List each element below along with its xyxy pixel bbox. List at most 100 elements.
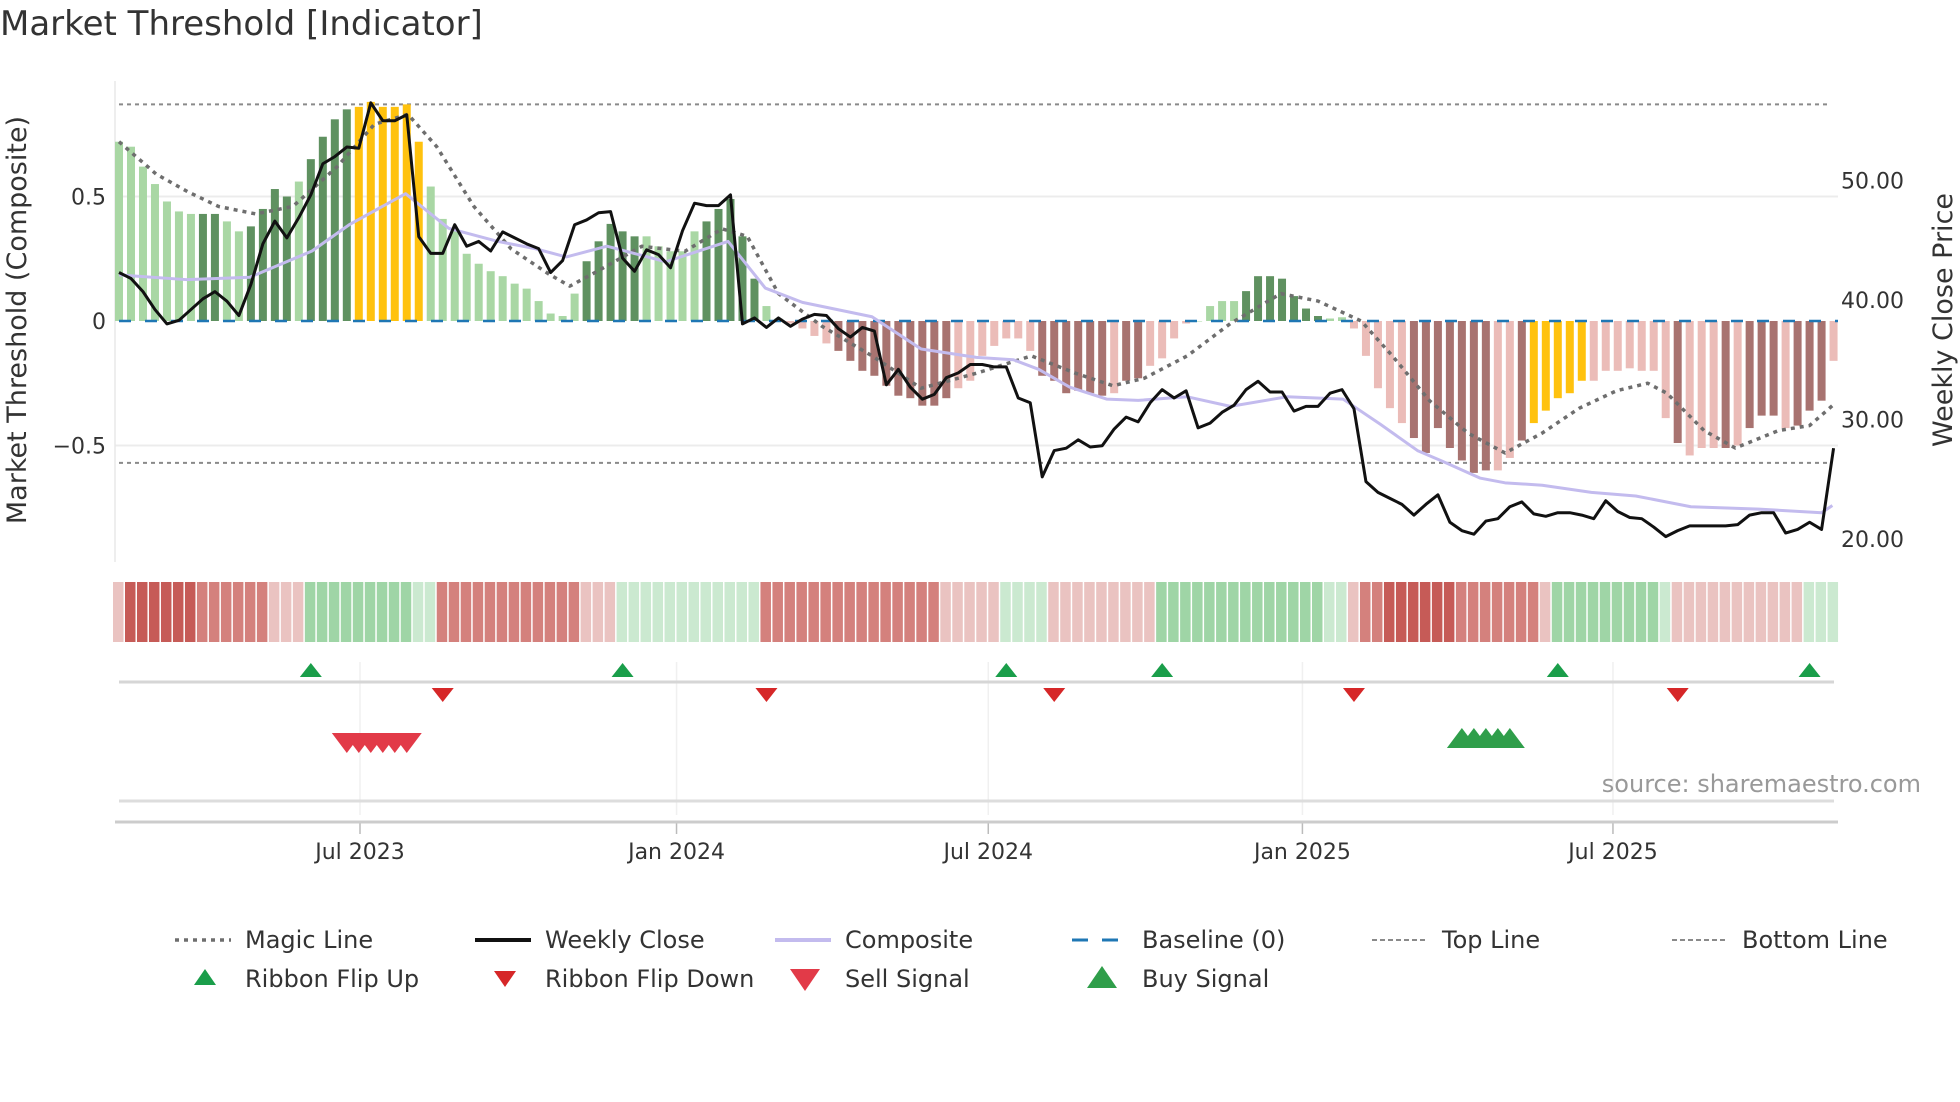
ribbon-cell	[772, 582, 783, 642]
composite-bar	[582, 261, 591, 321]
composite-bar	[1577, 321, 1586, 381]
left-axis-label: Market Threshold (Composite)	[2, 116, 33, 524]
ribbon-cell	[1443, 582, 1455, 642]
ribbon-cell	[1108, 582, 1119, 642]
composite-bar	[546, 313, 555, 321]
legend-label: Ribbon Flip Down	[545, 965, 754, 993]
ribbon-cell	[352, 582, 364, 642]
composite-bar	[642, 236, 651, 321]
ribbon-cell	[808, 582, 819, 642]
ribbon-cell	[1084, 582, 1095, 642]
ribbon-cell	[136, 582, 148, 642]
ribbon-cell	[1431, 582, 1443, 642]
ribbon-cell	[988, 582, 999, 642]
composite-bar	[858, 321, 867, 371]
composite-bar	[1002, 321, 1011, 339]
composite-bar	[258, 208, 267, 321]
ribbon-cell	[148, 582, 160, 642]
ribbon-cell	[172, 582, 184, 642]
ribbon-cell	[400, 582, 412, 642]
composite-bar	[1062, 321, 1071, 394]
composite-bar	[1230, 301, 1239, 321]
composite-bar	[990, 321, 999, 346]
legend-label: Composite	[845, 926, 973, 954]
composite-bar	[486, 271, 495, 321]
ribbon-cell	[220, 582, 232, 642]
ribbon-cell	[1264, 582, 1275, 642]
composite-bar	[534, 301, 543, 321]
ribbon-cell	[1024, 582, 1035, 642]
composite-bar	[558, 316, 567, 321]
composite-bar	[1014, 321, 1023, 339]
ribbon-cell	[1683, 582, 1695, 642]
ribbon-cell	[1791, 582, 1803, 642]
composite-bar	[1349, 321, 1358, 329]
ribbon-cell	[1252, 582, 1263, 642]
ribbon-cell	[1635, 582, 1647, 642]
composite-bar	[462, 253, 471, 321]
ribbon-cell	[412, 582, 424, 642]
composite-bar	[1565, 321, 1574, 394]
composite-bar	[1529, 321, 1538, 424]
x-tick-label: Jul 2024	[942, 840, 1034, 865]
ribbon-flip-up-marker	[995, 663, 1018, 677]
composite-bar	[354, 106, 363, 321]
composite-bar	[822, 321, 831, 344]
composite-bar	[738, 236, 747, 321]
composite-bar	[270, 189, 279, 321]
x-tick-label: Jan 2024	[626, 840, 725, 865]
ribbon-cell	[532, 582, 544, 642]
ribbon-cell	[700, 582, 712, 642]
ribbon-cell	[1599, 582, 1611, 642]
ribbon-cell	[508, 582, 520, 642]
legend-label: Ribbon Flip Up	[245, 965, 419, 993]
composite-bar	[1337, 317, 1346, 321]
composite-bar	[1733, 321, 1742, 446]
buy-signal-legend-icon	[1087, 966, 1117, 988]
composite-bar	[162, 201, 171, 321]
ribbon-cell	[160, 582, 172, 642]
ribbon-cell	[856, 582, 867, 642]
legend-item-baseline: Baseline (0)	[1072, 926, 1285, 954]
composite-bar	[1158, 321, 1167, 359]
ribbon-cell	[113, 582, 124, 642]
ribbon-cell	[1611, 582, 1623, 642]
ribbon-cell	[496, 582, 508, 642]
ribbon-cell	[1192, 582, 1203, 642]
composite-bar	[1601, 321, 1610, 371]
ribbon-cell	[916, 582, 927, 642]
legend-item-sell: Sell Signal	[845, 965, 970, 993]
ribbon-cell	[1707, 582, 1719, 642]
ribbon-cell	[364, 582, 376, 642]
ribbon-cell	[280, 582, 292, 642]
ribbon-cell	[208, 582, 220, 642]
legend-label: Buy Signal	[1142, 965, 1269, 993]
composite-bar	[330, 119, 339, 321]
ribbon-cell	[196, 582, 208, 642]
ribbon-cell	[268, 582, 280, 642]
legend-item-flip_down: Ribbon Flip Down	[545, 965, 754, 993]
ribbon-cell	[1323, 582, 1335, 642]
ribbon-cell	[424, 582, 436, 642]
legend-item-magic: Magic Line	[175, 926, 373, 954]
ribbon-cell	[748, 582, 759, 642]
ribbon-cell	[292, 582, 304, 642]
ribbon-flip-up-marker	[1798, 663, 1821, 677]
ribbon-cell	[556, 582, 568, 642]
ribbon-cell	[1012, 582, 1023, 642]
composite-bar	[378, 106, 387, 321]
ribbon-cell	[1060, 582, 1071, 642]
composite-bar	[1517, 321, 1526, 441]
composite-bar	[1493, 321, 1502, 471]
ribbon-cell	[484, 582, 496, 642]
ribbon-cell	[1803, 582, 1815, 642]
composite-bar	[1745, 321, 1754, 429]
ribbon-cell	[1659, 582, 1671, 642]
composite-bar	[1589, 321, 1598, 381]
ribbon-cell	[796, 582, 807, 642]
magic-line	[117, 112, 1834, 455]
ribbon-cell	[460, 582, 472, 642]
right-tick-label: 30.00	[1841, 409, 1904, 434]
composite-bar	[402, 104, 411, 322]
